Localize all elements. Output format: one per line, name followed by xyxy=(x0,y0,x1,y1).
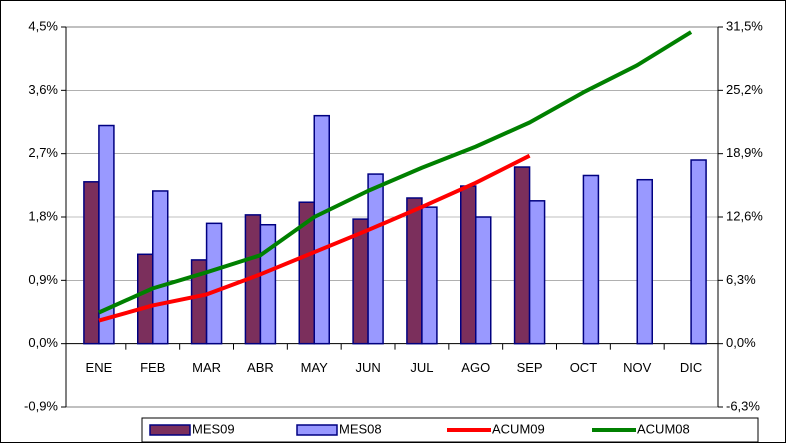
bar xyxy=(313,114,330,345)
x-tick-label: SEP xyxy=(517,360,543,375)
legend-label: MES09 xyxy=(192,421,235,436)
bar xyxy=(367,173,384,345)
bar xyxy=(205,222,223,345)
x-tick-label: OCT xyxy=(570,360,598,375)
bar xyxy=(352,218,369,345)
bar xyxy=(83,181,100,345)
bar xyxy=(636,178,653,345)
y-tick-label: 1,8% xyxy=(28,208,58,223)
bar xyxy=(475,216,492,345)
y-tick-label: 4,5% xyxy=(28,18,58,33)
x-tick-label: ENE xyxy=(86,360,113,375)
y-tick-label: 0,0% xyxy=(28,335,58,350)
x-tick-label: JUN xyxy=(355,360,380,375)
legend-swatch xyxy=(296,424,338,436)
y-tick-label: 3,6% xyxy=(28,82,58,97)
x-tick-label: JUL xyxy=(410,360,433,375)
x-tick-label: DIC xyxy=(680,360,702,375)
bar xyxy=(152,190,169,345)
y2-tick-label: 0,0% xyxy=(726,335,756,350)
bar xyxy=(513,166,531,345)
bar xyxy=(137,253,154,345)
line xyxy=(98,153,531,323)
line xyxy=(98,30,693,315)
legend-swatch xyxy=(149,424,191,436)
y2-tick-label: 18,9% xyxy=(726,145,763,160)
x-tick-label: NOV xyxy=(623,360,652,375)
bar xyxy=(528,200,546,345)
bar xyxy=(406,197,423,345)
y2-tick-label: -6,3% xyxy=(726,398,760,413)
bar xyxy=(582,174,600,345)
x-tick-label: ABR xyxy=(247,360,274,375)
legend-label: ACUM08 xyxy=(637,421,690,436)
y-tick-label: -0,9% xyxy=(24,398,58,413)
legend-label: MES08 xyxy=(339,421,382,436)
x-tick-label: MAY xyxy=(301,360,329,375)
bar xyxy=(259,223,277,345)
y2-tick-label: 25,2% xyxy=(726,82,763,97)
y-tick-label: 0,9% xyxy=(28,272,58,287)
x-tick-label: AGO xyxy=(461,360,490,375)
bar xyxy=(460,185,477,345)
legend-label: ACUM09 xyxy=(492,421,545,436)
y2-tick-label: 12,6% xyxy=(726,208,763,223)
y2-tick-label: 6,3% xyxy=(726,272,756,287)
y2-tick-label: 31,5% xyxy=(726,18,763,33)
x-tick-label: MAR xyxy=(192,360,221,375)
y-tick-label: 2,7% xyxy=(28,145,58,160)
bar xyxy=(98,124,115,345)
x-tick-label: FEB xyxy=(140,360,165,375)
bar xyxy=(421,206,438,345)
bar xyxy=(690,159,707,345)
